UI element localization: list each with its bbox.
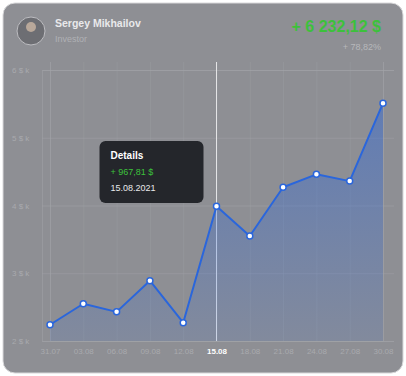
- gain: + 6 232,12 $: [292, 18, 382, 35]
- x-tick-label: 31.07: [40, 347, 61, 356]
- point: [347, 178, 353, 184]
- y-tick-label: 2 $ k: [12, 337, 30, 346]
- x-tick-label: 27.08: [340, 347, 361, 356]
- avatar-head: [26, 22, 36, 32]
- avatar: [17, 17, 45, 45]
- area: [50, 103, 383, 341]
- y-grid-line: [42, 70, 394, 71]
- tooltip: Details + 967,81 $ 15.08.2021: [100, 141, 204, 203]
- point: [147, 278, 153, 284]
- x-grid-line: [50, 62, 51, 341]
- point: [47, 322, 53, 328]
- point: [214, 203, 220, 209]
- user-role: Investor: [55, 34, 87, 44]
- x-tick-label: 18.08: [240, 347, 261, 356]
- chart-svg: Sergey Mikhailov Investor + 6 232,12 $ + 78…: [0, 0, 406, 376]
- x-tick-label: 30.08: [373, 347, 394, 356]
- point: [380, 100, 386, 106]
- y-grid-line: [42, 138, 394, 139]
- y-tick-label: 4 $ k: [12, 202, 30, 211]
- x-tick-label: 21.08: [274, 347, 295, 356]
- y-tick-label: 3 $ k: [12, 269, 30, 278]
- x-tick-label: 03.08: [74, 347, 95, 356]
- y-tick: 6 $ k: [12, 66, 394, 75]
- y-axis: 2 $ k 3 $ k 4 $ k 5 $ k 6 $ k: [12, 66, 394, 346]
- x-tick-label: 24.08: [307, 347, 328, 356]
- line: [50, 103, 383, 325]
- user-name: Sergey Mikhailov: [55, 17, 141, 29]
- tooltip-value: + 967,81 $: [111, 167, 154, 177]
- point: [180, 320, 186, 326]
- point: [114, 309, 120, 315]
- x-axis-line: [51, 62, 384, 342]
- x-tick-label: 15.08: [207, 347, 228, 356]
- x-tick-label: 06.08: [107, 347, 128, 356]
- point: [247, 233, 253, 239]
- plot-area: [47, 100, 386, 341]
- y-tick-label: 5 $ k: [12, 134, 30, 143]
- y-tick-label: 6 $ k: [12, 66, 30, 75]
- x-tick: 31.07: [40, 62, 61, 356]
- x-tick-label: 09.08: [140, 347, 161, 356]
- gain-percent: + 78,82%: [343, 42, 381, 52]
- x-grid-line: [83, 62, 84, 341]
- tooltip-title: Details: [111, 150, 144, 161]
- point: [313, 171, 319, 177]
- card: [3, 3, 403, 373]
- y-axis-line: [43, 71, 395, 342]
- x-axis: 31.07 03.08 06.08 09.08 12.08 15.08 18.08 21.08…: [40, 62, 394, 356]
- y-tick: 5 $ k: [12, 134, 394, 143]
- point: [280, 184, 286, 190]
- tooltip-date: 15.08.2021: [111, 183, 156, 193]
- tooltip-box: [100, 141, 204, 203]
- x-tick-label: 12.08: [174, 347, 195, 356]
- point: [80, 301, 86, 307]
